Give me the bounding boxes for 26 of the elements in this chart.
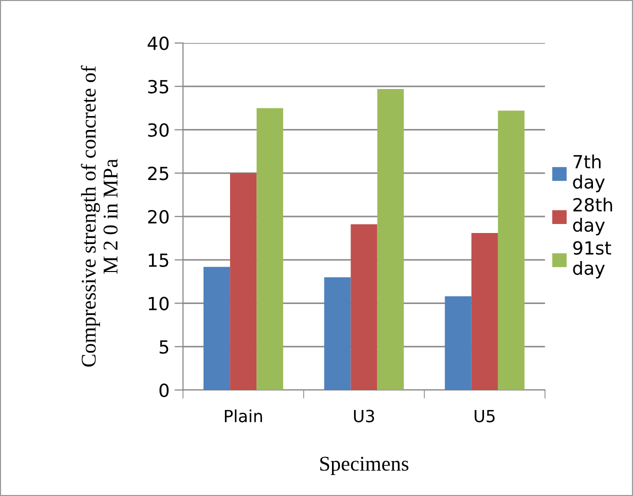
legend-label: 28th day (573, 198, 612, 236)
y-tick-label: 35 (148, 80, 168, 94)
bar (230, 173, 257, 390)
x-tick-label: U3 (354, 410, 374, 422)
legend-label: 91st day (573, 241, 612, 278)
x-tick-label: Plain (224, 409, 262, 422)
bar (350, 224, 378, 390)
y-tick-label: 15 (148, 254, 168, 267)
y-tick-label: 25 (148, 166, 168, 180)
x-tick-label: U5 (474, 410, 495, 422)
legend-label: 7th day (573, 154, 605, 192)
y-tick-label: 40 (148, 36, 169, 50)
bar (377, 88, 404, 390)
y-tick-label: 30 (148, 123, 169, 137)
y-tick-label: 5 (160, 340, 168, 354)
y-tick-label: 10 (148, 296, 169, 310)
bar (444, 296, 472, 390)
y-tick-label: 0 (160, 383, 169, 398)
bar (498, 110, 524, 390)
y-tick-label: 20 (148, 210, 169, 224)
bar (324, 277, 351, 390)
x-axis-title: Specimens (320, 456, 408, 476)
y-axis-title: Compressive strength of concrete of M 2 0 in MPa (80, 66, 118, 367)
bar (256, 108, 284, 390)
bar (471, 232, 498, 390)
bar (204, 266, 230, 390)
